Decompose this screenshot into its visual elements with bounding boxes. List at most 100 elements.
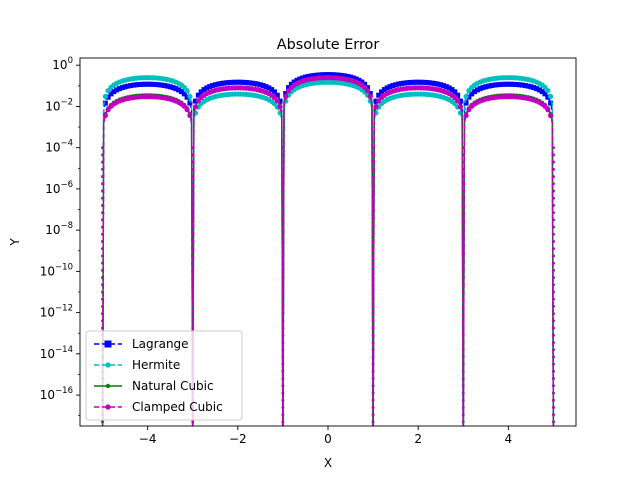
data-point	[483, 84, 489, 90]
data-point	[505, 81, 511, 87]
data-point	[286, 85, 292, 91]
data-point	[101, 146, 104, 149]
data-point	[101, 153, 104, 157]
data-point	[371, 413, 375, 416]
data-point	[101, 211, 104, 214]
data-point	[367, 93, 373, 100]
data-point	[195, 92, 201, 98]
data-point	[503, 81, 509, 87]
data-point	[522, 83, 528, 89]
data-point	[281, 283, 285, 287]
data-point	[519, 82, 525, 88]
data-point	[224, 80, 230, 86]
legend: Lagrange Hermite Natural Cubic Clamped Cubi…	[85, 330, 243, 421]
data-point	[101, 196, 104, 200]
data-point	[443, 84, 449, 90]
data-point	[191, 420, 195, 424]
data-point	[461, 261, 465, 265]
data-point	[353, 76, 359, 82]
data-point	[552, 153, 555, 157]
data-point	[395, 81, 401, 87]
data-point	[461, 153, 465, 157]
data-point	[457, 98, 463, 104]
data-point	[545, 94, 551, 100]
data-point	[371, 232, 375, 236]
data-point	[348, 74, 354, 80]
data-point	[101, 254, 104, 258]
data-point	[371, 341, 375, 344]
data-point	[429, 80, 435, 86]
x-tick-label: −4	[139, 432, 157, 446]
data-point	[114, 87, 120, 93]
data-point	[461, 312, 465, 315]
data-point	[371, 247, 375, 251]
data-point	[461, 189, 465, 193]
data-point	[552, 204, 555, 207]
data-point	[181, 91, 187, 97]
data-point	[125, 83, 131, 89]
data-point	[101, 232, 104, 236]
data-point	[232, 79, 238, 85]
data-point	[281, 160, 285, 164]
data-point	[412, 79, 418, 85]
data-point	[281, 204, 285, 207]
data-point	[371, 290, 375, 294]
data-point	[281, 362, 285, 366]
data-point	[266, 85, 272, 91]
data-point	[281, 153, 285, 157]
data-point	[371, 189, 375, 193]
x-tick-label: 2	[414, 432, 422, 446]
data-point	[552, 225, 555, 229]
data-point	[435, 81, 441, 87]
data-point	[176, 87, 182, 93]
legend-item: Lagrange	[94, 337, 189, 351]
y-tick-label: 10−6	[45, 180, 73, 196]
data-point	[191, 211, 195, 214]
data-point	[350, 75, 356, 81]
data-point	[101, 326, 104, 330]
data-point	[101, 160, 104, 164]
series-layer	[101, 72, 555, 426]
data-point	[552, 341, 555, 344]
data-point	[191, 218, 195, 222]
data-point	[362, 81, 368, 87]
data-point	[281, 348, 285, 352]
data-point	[552, 189, 555, 193]
data-point	[461, 247, 465, 251]
y-tick-label: 100	[52, 56, 73, 72]
y-axis-label: Y	[8, 238, 22, 247]
data-point	[461, 297, 465, 301]
data-point	[238, 79, 244, 85]
data-point	[461, 290, 465, 294]
data-point	[191, 283, 195, 287]
data-point	[101, 225, 104, 229]
data-point	[319, 72, 325, 78]
data-point	[281, 225, 285, 229]
data-point	[101, 189, 104, 193]
data-point	[281, 146, 285, 149]
data-point	[249, 80, 255, 86]
data-point	[281, 297, 285, 301]
data-point	[281, 370, 285, 373]
data-point	[461, 225, 465, 229]
data-point	[263, 84, 269, 90]
data-point	[167, 84, 173, 90]
data-point	[101, 276, 104, 279]
data-point	[101, 261, 104, 265]
data-point	[461, 370, 465, 373]
data-point	[552, 297, 555, 301]
data-point	[398, 81, 404, 87]
data-point	[552, 420, 555, 424]
data-point	[191, 146, 195, 149]
data-point	[101, 283, 104, 287]
data-point	[191, 189, 195, 193]
data-point	[528, 84, 534, 90]
data-point	[201, 87, 207, 93]
data-point	[461, 341, 465, 344]
data-point	[204, 85, 210, 91]
data-point	[122, 84, 128, 90]
data-point	[215, 81, 221, 87]
data-point	[461, 391, 465, 395]
data-point	[384, 85, 390, 91]
data-point	[147, 81, 153, 87]
